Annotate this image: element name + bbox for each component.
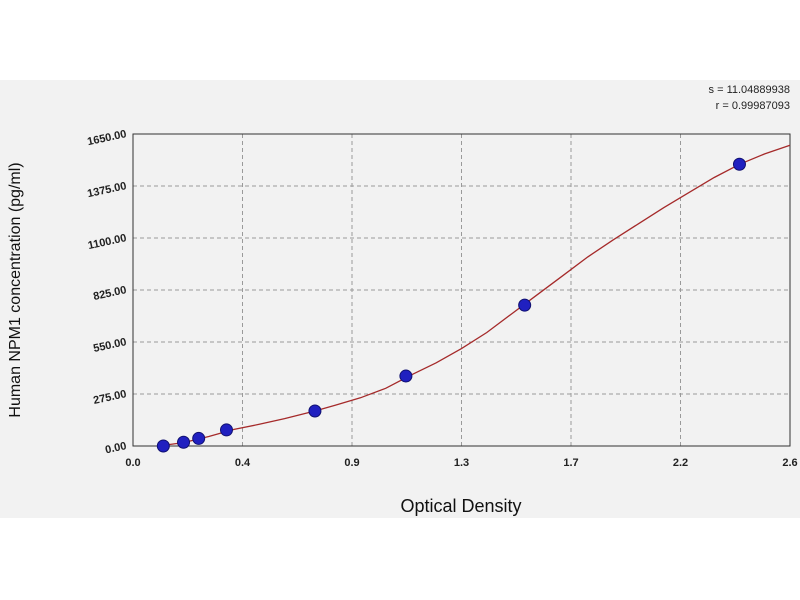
x-tick-label: 1.3: [454, 457, 469, 469]
x-axis-label: Optical Density: [400, 496, 521, 516]
fit-stat-s: s = 11.04889938: [709, 84, 790, 96]
x-tick-label: 0.0: [125, 457, 140, 469]
fit-curve: [158, 144, 791, 447]
data-point: [732, 157, 746, 171]
data-point: [399, 369, 413, 383]
y-tick-label: 1100.00: [87, 232, 128, 252]
gridlines: [133, 134, 790, 446]
y-tick-label: 825.00: [92, 284, 127, 303]
y-tick-label: 0.00: [104, 440, 127, 456]
data-point: [219, 423, 233, 437]
chart-svg: 0.0 0.4 0.9 1.3 1.7 2.2 2.6 0.00 275.00 550.00 82…: [7, 84, 798, 516]
y-tick-label: 1650.00: [86, 128, 127, 148]
y-tick-label: 1375.00: [86, 180, 127, 200]
x-tick-label: 2.6: [782, 457, 797, 469]
x-tick-label: 1.7: [563, 457, 578, 469]
x-tick-label: 0.4: [235, 457, 251, 469]
data-points: [156, 157, 746, 453]
data-point: [156, 439, 170, 453]
x-tick-label: 2.2: [673, 457, 688, 469]
x-tick-label: 0.9: [344, 457, 359, 469]
data-point: [308, 404, 322, 418]
data-point: [177, 435, 191, 449]
plot-area: [132, 133, 791, 447]
chart-panel: 0.0 0.4 0.9 1.3 1.7 2.2 2.6 0.00 275.00 550.00 82…: [0, 80, 800, 518]
y-axis-ticks: 0.00 275.00 550.00 825.00 1100.00 1375.00 1650…: [86, 128, 127, 456]
y-tick-label: 275.00: [92, 388, 127, 407]
fit-stat-r: r = 0.99987093: [716, 100, 790, 112]
data-point: [192, 431, 206, 445]
y-tick-label: 550.00: [92, 336, 127, 355]
x-axis-ticks: 0.0 0.4 0.9 1.3 1.7 2.2 2.6: [125, 457, 797, 469]
data-point: [518, 298, 532, 312]
y-axis-label: Human NPM1 concentration (pg/ml): [7, 162, 24, 417]
